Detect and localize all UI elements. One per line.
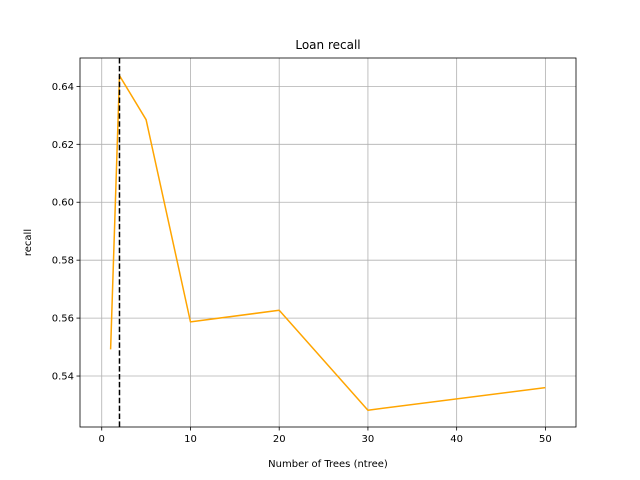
y-tick-label: 0.64: [52, 82, 74, 93]
y-axis-label: recall: [23, 229, 34, 256]
y-tick-label: 0.60: [52, 198, 74, 209]
x-tick-label: 40: [450, 434, 463, 445]
series-layer: [109, 58, 546, 427]
x-tick-label: 20: [273, 434, 286, 445]
axes: 0 10 20 30 40 50 0.54 0.56 0.58 0.60 0.62 0.64: [52, 82, 552, 445]
x-tick-label: 50: [539, 434, 552, 445]
grid: [80, 58, 576, 427]
y-tick-label: 0.56: [52, 314, 74, 325]
x-axis-label: Number of Trees (ntree): [268, 459, 388, 470]
y-tick-label: 0.58: [52, 256, 74, 267]
x-tick-label: 0: [99, 434, 105, 445]
chart-title: Loan recall: [295, 38, 360, 52]
y-tick-label: 0.62: [52, 140, 74, 151]
x-tick-label: 30: [362, 434, 375, 445]
x-tick-label: 10: [184, 434, 197, 445]
y-tick-label: 0.54: [52, 372, 74, 383]
plot-frame: [79, 57, 577, 428]
